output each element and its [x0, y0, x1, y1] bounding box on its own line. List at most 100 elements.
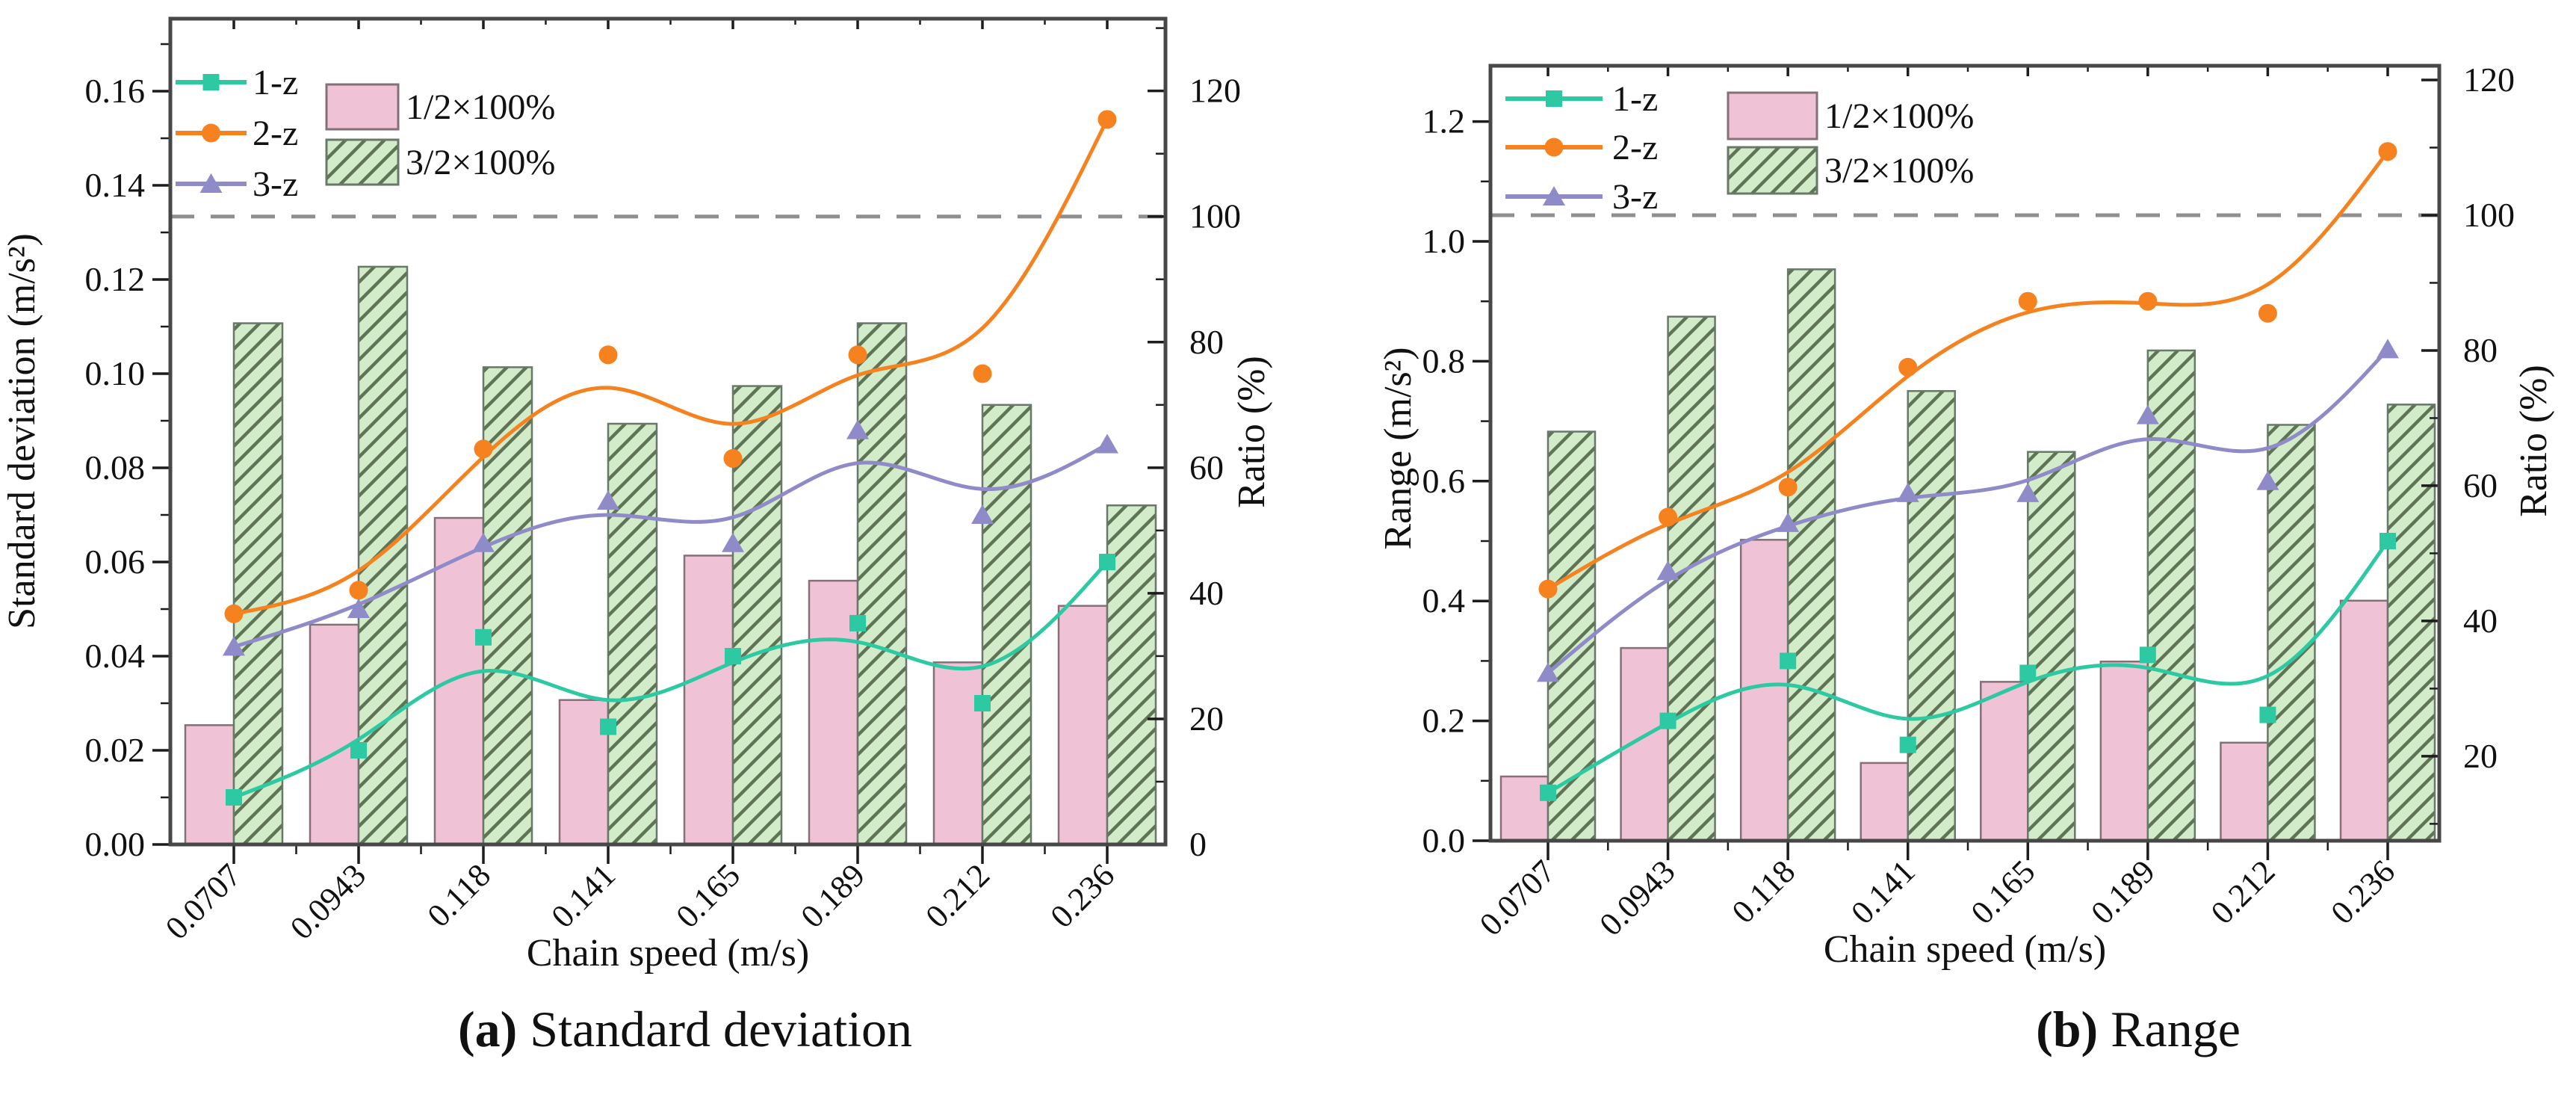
caption-a-text: Standard deviation	[517, 1001, 913, 1057]
marker-square-1-z-b-4	[2019, 664, 2037, 682]
legend-marker-2-z-a	[202, 123, 220, 143]
line-path-2-z-a	[233, 118, 1109, 616]
left-tick-label-b-6: 1.2	[1422, 102, 1466, 140]
bar-threehalf-hatch-a-2	[482, 366, 533, 846]
left-tick-label-a-6: 0.12	[85, 260, 146, 298]
marker-triangle-3-z-a-1	[347, 599, 370, 619]
legend-label-3-z-a: 3-z	[253, 164, 298, 204]
marker-triangle-3-z-a-4	[722, 532, 744, 552]
bars-layer-a	[184, 265, 1157, 846]
marker-circle-2-z-b-5	[2138, 291, 2158, 311]
right-tick-label-a-5: 100	[1189, 197, 1241, 235]
line-series-3-z-a	[223, 419, 1118, 656]
x-tick-label-b-3: 0.141	[1844, 853, 1922, 931]
line-path-2-z-b	[1546, 150, 2390, 591]
left-tick-label-a-7: 0.14	[85, 166, 146, 204]
line-path-1-z-a	[233, 560, 1109, 800]
marker-square-1-z-a-7	[1099, 554, 1115, 571]
caption-b-tag: (b)	[2036, 1001, 2099, 1057]
x-tick-label-b-6: 0.212	[2204, 853, 2282, 931]
right-tick-label-a-2: 40	[1189, 574, 1224, 612]
marker-square-1-z-b-5	[2139, 646, 2156, 664]
marker-square-1-z-a-6	[974, 695, 991, 712]
caption-a: (a) Standard deviation	[349, 1000, 1021, 1059]
right-tick-label-a-3: 60	[1189, 448, 1224, 487]
legend-label-1-z-a: 1-z	[253, 63, 298, 102]
bar-half-ratio-b-2	[1739, 539, 1789, 842]
marker-square-1-z-a-4	[725, 648, 741, 665]
line-path-3-z-a	[233, 442, 1109, 649]
bar-threehalf-hatch-b-7	[2386, 404, 2436, 842]
legend-item-1-z-a: 1-z	[176, 63, 298, 102]
chart-a-standard-deviation: 0.00 0.02 0.04 0.06 0.08 0.10 0.12 0.14 0.16 0 20 4…	[1, 16, 1273, 975]
marker-square-1-z-b-1	[1659, 712, 1676, 729]
x-tick-label-b-0: 0.0707	[1473, 853, 1562, 942]
marker-square-1-z-b-2	[1780, 652, 1797, 670]
left-tick-label-b-3: 0.6	[1422, 462, 1466, 500]
marker-triangle-3-z-a-3	[597, 490, 619, 510]
line-series-2-z-b	[1538, 142, 2397, 599]
marker-circle-2-z-b-6	[2258, 303, 2277, 323]
marker-circle-2-z-a-1	[349, 581, 368, 600]
x-tick-label-b-1: 0.0943	[1592, 853, 1682, 942]
line-series-1-z-a	[226, 554, 1115, 806]
chart-b-range: 0.0 0.2 0.4 0.6 0.8 1.0 1.2 20 40 60 80 100 120 0.070…	[1377, 61, 2555, 971]
x-tick-label-b-2: 0.118	[1725, 853, 1803, 930]
marker-triangle-3-z-b-1	[1656, 560, 1679, 581]
ylabel-right-b: Ratio (%)	[2512, 365, 2555, 517]
left-tick-label-b-0: 0.0	[1422, 821, 1466, 859]
right-tick-label-b-5: 120	[2463, 61, 2515, 99]
line-series-1-z-b	[1540, 532, 2396, 801]
bar-threehalf-hatch-b-0	[1546, 430, 1597, 842]
ylabel-left-b: Range (m/s²)	[1377, 347, 1419, 549]
x-tick-label-a-0: 0.0707	[158, 856, 248, 946]
marker-circle-2-z-a-5	[848, 345, 867, 365]
right-tick-label-a-0: 0	[1189, 825, 1207, 863]
right-tick-label-b-4: 100	[2463, 196, 2515, 234]
line-path-1-z-b	[1546, 540, 2390, 794]
marker-circle-2-z-b-1	[1659, 507, 1678, 527]
left-tick-label-a-8: 0.16	[85, 72, 146, 110]
x-tick-label-a-4: 0.165	[669, 856, 747, 935]
marker-circle-2-z-a-4	[723, 448, 743, 468]
legend-label-bar-1-b: 3/2×100%	[1824, 151, 1974, 191]
bar-threehalf-hatch-a-3	[607, 422, 658, 846]
left-tick-label-a-5: 0.10	[85, 354, 146, 392]
legend-b: 1-z 2-z 3-z 1/2×100% 3/2×100%	[1505, 79, 1974, 217]
right-tick-label-b-1: 40	[2463, 602, 2498, 640]
bar-threehalf-hatch-a-0	[232, 322, 284, 846]
legend-label-bar-0-a: 1/2×100%	[406, 87, 555, 127]
left-tick-label-a-3: 0.06	[85, 543, 146, 581]
left-tick-label-b-2: 0.4	[1422, 581, 1466, 620]
bar-half-ratio-b-3	[1860, 762, 1909, 842]
bar-half-ratio-a-1	[309, 623, 360, 846]
legend-marker-1-z-a	[202, 74, 220, 90]
legend-marker-1-z-b	[1546, 90, 1562, 107]
bar-threehalf-hatch-b-2	[1786, 268, 1836, 842]
legend-a: 1-z 2-z 3-z 1/2×100% 3/2×100%	[176, 63, 555, 204]
legend-item-3-z-b: 3-z	[1505, 177, 1658, 217]
marker-triangle-3-z-a-5	[846, 419, 869, 439]
x-tick-label-a-2: 0.118	[421, 856, 498, 934]
right-tick-label-a-1: 20	[1189, 699, 1224, 738]
bar-half-ratio-b-6	[2220, 741, 2269, 842]
marker-triangle-3-z-a-2	[472, 532, 495, 552]
ylabel-right-a: Ratio (%)	[1230, 356, 1273, 508]
marker-circle-2-z-b-3	[1898, 357, 1918, 377]
left-tick-label-a-0: 0.00	[85, 825, 146, 863]
legend-item-bar-half-b: 1/2×100%	[1727, 91, 1974, 140]
marker-triangle-3-z-b-7	[2376, 339, 2399, 359]
x-tick-label-b-7: 0.236	[2323, 853, 2402, 931]
legend-label-2-z-a: 2-z	[253, 114, 298, 153]
left-tick-label-a-4: 0.08	[85, 448, 146, 487]
bar-half-ratio-b-7	[2339, 599, 2389, 842]
marker-circle-2-z-a-6	[973, 364, 992, 383]
left-tick-label-a-1: 0.02	[85, 731, 146, 769]
plot-frame-b	[1488, 64, 2442, 843]
bar-half-ratio-a-6	[932, 661, 984, 846]
right-tick-label-b-0: 20	[2463, 737, 2498, 775]
right-tick-label-a-6: 120	[1189, 72, 1241, 110]
legend-item-1-z-b: 1-z	[1505, 79, 1658, 119]
x-tick-label-a-3: 0.141	[544, 856, 622, 935]
legend-label-1-z-b: 1-z	[1612, 79, 1658, 119]
